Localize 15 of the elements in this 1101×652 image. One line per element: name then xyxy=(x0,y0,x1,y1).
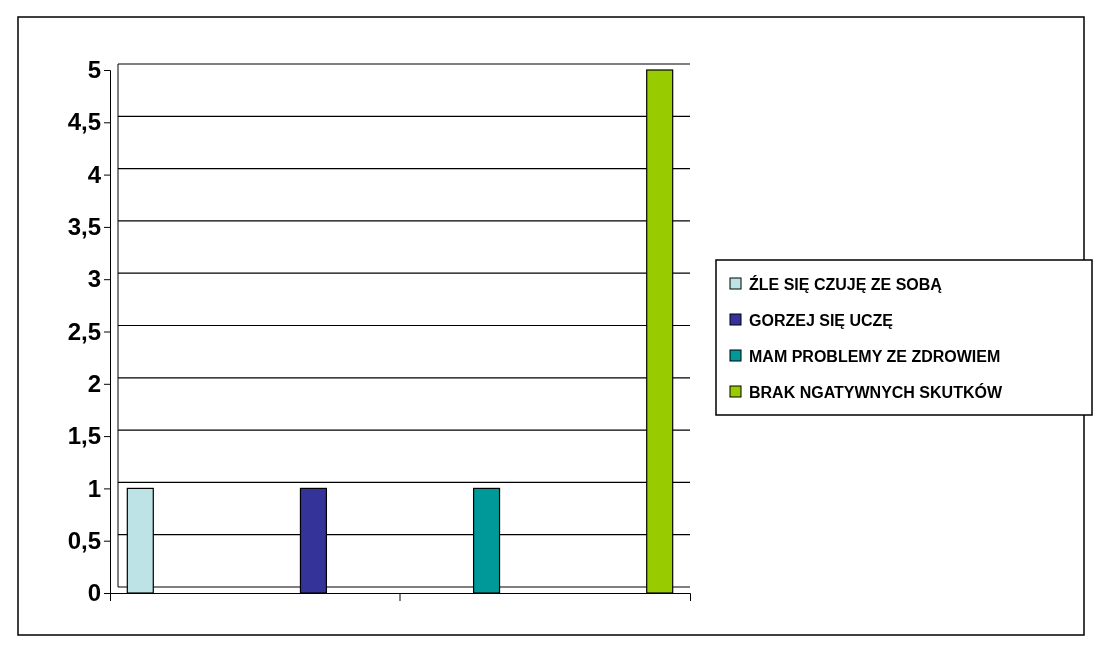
y-tick-label: 3,5 xyxy=(67,213,101,241)
y-tick-label: 0,5 xyxy=(67,526,101,554)
legend-label: GORZEJ SIĘ UCZĘ xyxy=(749,312,894,329)
legend-label: MAM PROBLEMY ZE ZDROWIEM xyxy=(749,348,1001,365)
y-tick-label: 3 xyxy=(87,265,101,293)
y-tick-label: 0 xyxy=(87,579,101,607)
y-tick-label: 1,5 xyxy=(67,422,101,450)
y-tick-label: 4,5 xyxy=(67,108,101,136)
legend-label: ŹLE SIĘ CZUJĘ ZE SOBĄ xyxy=(749,275,943,293)
y-tick-label: 4 xyxy=(87,160,102,188)
y-tick-label: 2,5 xyxy=(67,317,101,345)
y-tick-label: 1 xyxy=(87,474,101,502)
y-tick-label: 5 xyxy=(87,56,101,84)
legend-label: BRAK NGATYWNYCH SKUTKÓW xyxy=(749,383,1003,401)
y-tick-label: 2 xyxy=(87,369,101,397)
